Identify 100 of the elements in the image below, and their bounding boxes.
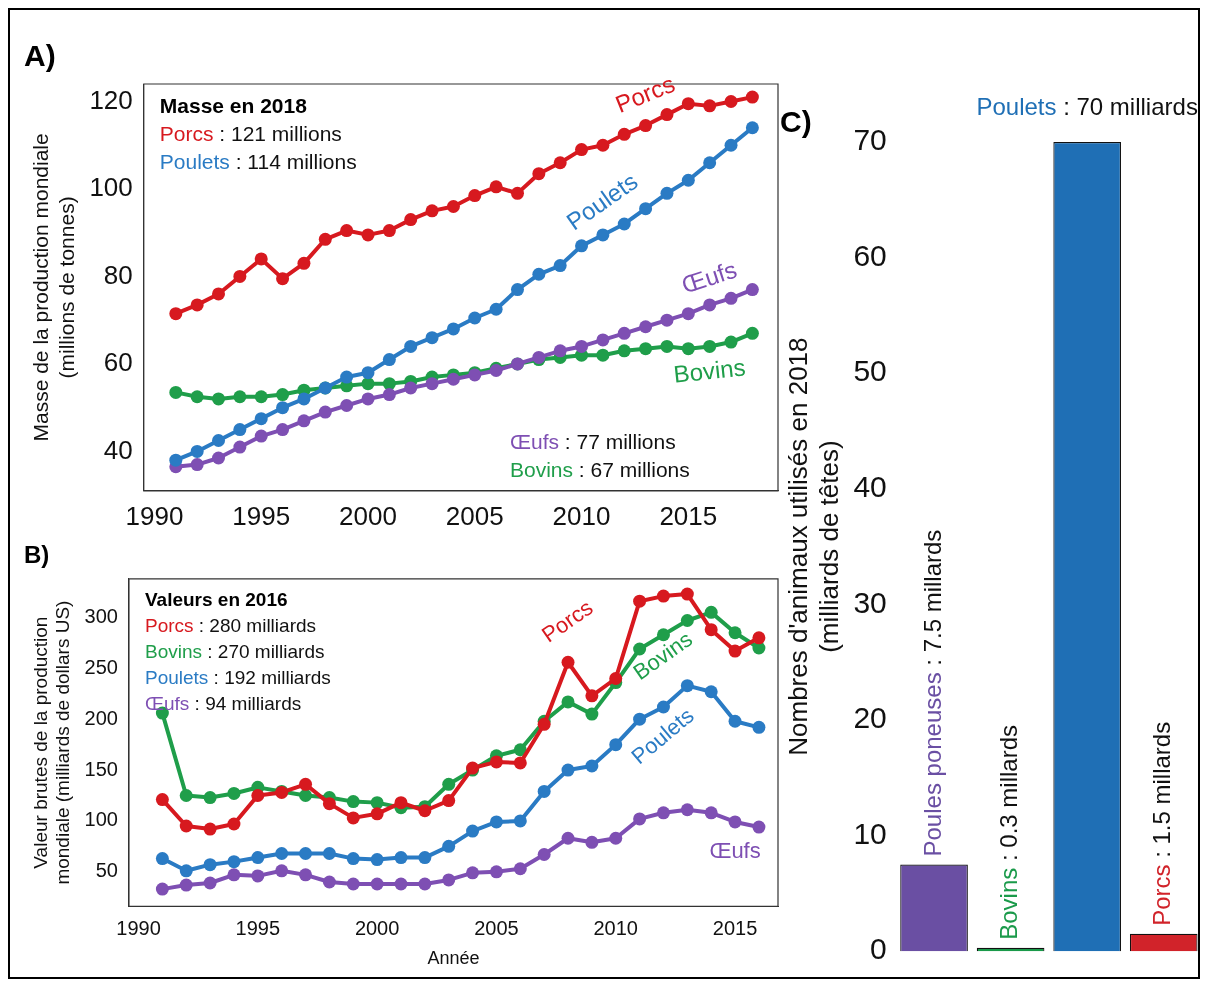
- point: [346, 795, 360, 809]
- x-tick-label: 2000: [354, 916, 400, 939]
- x-tick-label: 2005: [445, 500, 504, 531]
- point: [254, 390, 268, 404]
- point: [425, 331, 439, 345]
- point: [513, 743, 527, 757]
- point: [155, 852, 169, 866]
- point: [418, 877, 432, 891]
- point: [442, 873, 456, 887]
- y-tick-label: 200: [84, 706, 118, 729]
- point: [609, 672, 623, 685]
- point: [745, 283, 759, 297]
- point: [370, 807, 384, 821]
- point: [681, 342, 695, 356]
- point: [346, 852, 360, 866]
- point: [681, 307, 695, 321]
- point: [704, 605, 718, 619]
- point: [752, 720, 766, 734]
- point: [585, 689, 599, 703]
- point: [728, 644, 742, 658]
- annotation: Porcs : 121 millions: [159, 122, 342, 145]
- y-tick-label: 30: [853, 585, 887, 619]
- point: [203, 791, 217, 805]
- point: [561, 763, 575, 777]
- y-tick-label: 10: [853, 816, 887, 850]
- point: [752, 820, 766, 834]
- point: [532, 167, 546, 181]
- y-tick-label: 150: [84, 757, 118, 780]
- point: [318, 232, 332, 246]
- legend-title: Valeurs en 2016: [144, 588, 288, 610]
- x-tick-label: 2000: [339, 500, 397, 531]
- x-tick-label: 1995: [235, 916, 281, 939]
- point: [633, 812, 647, 826]
- point: [596, 348, 610, 362]
- y-tick-label: 50: [853, 354, 887, 388]
- point: [575, 143, 589, 157]
- point: [728, 626, 742, 640]
- point: [275, 864, 289, 878]
- point: [703, 298, 717, 312]
- point: [227, 868, 241, 882]
- point: [190, 390, 204, 404]
- point: [633, 594, 647, 608]
- point: [466, 824, 480, 838]
- point: [370, 796, 384, 810]
- point: [575, 339, 589, 353]
- point: [639, 119, 653, 133]
- point: [656, 589, 670, 603]
- y-tick-label: 300: [84, 604, 118, 627]
- point: [561, 655, 575, 669]
- point: [233, 390, 247, 404]
- point: [745, 90, 759, 104]
- point: [596, 333, 610, 347]
- point: [575, 239, 589, 253]
- point: [227, 855, 241, 869]
- point: [346, 811, 360, 825]
- y-tick-label: 100: [89, 172, 133, 203]
- y-tick-label: 120: [89, 84, 133, 115]
- point: [680, 587, 694, 601]
- point: [340, 224, 354, 238]
- point: [617, 326, 631, 340]
- point: [704, 806, 718, 820]
- point: [233, 440, 247, 454]
- point: [703, 99, 717, 113]
- point: [724, 95, 738, 108]
- point: [251, 851, 265, 865]
- point: [370, 877, 384, 891]
- y-axis-title: Valeur brutes de la production mondiale (milliards de dollars US): [29, 600, 74, 885]
- point: [190, 458, 204, 472]
- y-tick-label: 40: [853, 470, 887, 504]
- point: [276, 401, 290, 415]
- point: [617, 127, 631, 141]
- point: [728, 714, 742, 728]
- legend-title: Masse en 2018: [159, 94, 308, 117]
- point: [169, 385, 183, 399]
- point: [340, 370, 354, 384]
- point: [227, 786, 241, 800]
- x-tick-label: 1995: [232, 500, 291, 531]
- point: [703, 156, 717, 170]
- y-axis-title: Nombres d'animaux utilisés en 2018 (milliards de têtes): [782, 337, 844, 756]
- point: [553, 259, 567, 273]
- point: [394, 877, 408, 891]
- point: [299, 789, 313, 802]
- text: Œufs: [678, 255, 740, 299]
- point: [254, 429, 268, 443]
- point: [510, 283, 524, 297]
- point: [297, 414, 311, 428]
- point: [745, 326, 759, 340]
- point: [190, 444, 204, 458]
- point: [212, 392, 226, 406]
- point: [466, 866, 480, 880]
- point: [299, 847, 313, 860]
- point: [752, 631, 766, 645]
- x-tick-label: 1990: [125, 500, 184, 531]
- point: [561, 695, 575, 709]
- point: [561, 831, 575, 845]
- chart-title: C): [780, 105, 812, 139]
- point: [275, 847, 289, 860]
- y-tick-label: 60: [853, 238, 887, 272]
- point: [276, 423, 290, 437]
- x-tick-label: 2015: [712, 916, 758, 939]
